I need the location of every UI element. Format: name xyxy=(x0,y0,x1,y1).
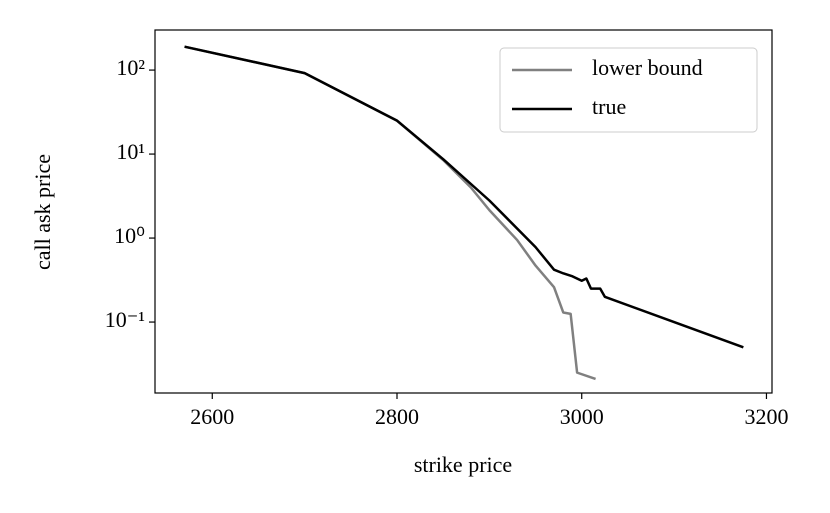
x-tick-label: 2800 xyxy=(375,404,419,429)
legend-label: lower bound xyxy=(592,55,703,80)
x-tick-label: 3200 xyxy=(744,404,788,429)
x-tick-label: 3000 xyxy=(560,404,604,429)
legend-label: true xyxy=(592,94,626,119)
x-tick-label: 2600 xyxy=(190,404,234,429)
plot-frame xyxy=(154,29,773,394)
y-tick-label: 10⁰ xyxy=(114,223,145,248)
y-tick-label: 10¹ xyxy=(116,139,145,164)
y-axis-label: call ask price xyxy=(30,154,55,270)
y-tick-label: 10⁻¹ xyxy=(105,307,145,332)
line-series xyxy=(184,45,744,349)
x-axis-label: strike price xyxy=(414,452,512,477)
y-tick-label: 10² xyxy=(116,55,145,80)
